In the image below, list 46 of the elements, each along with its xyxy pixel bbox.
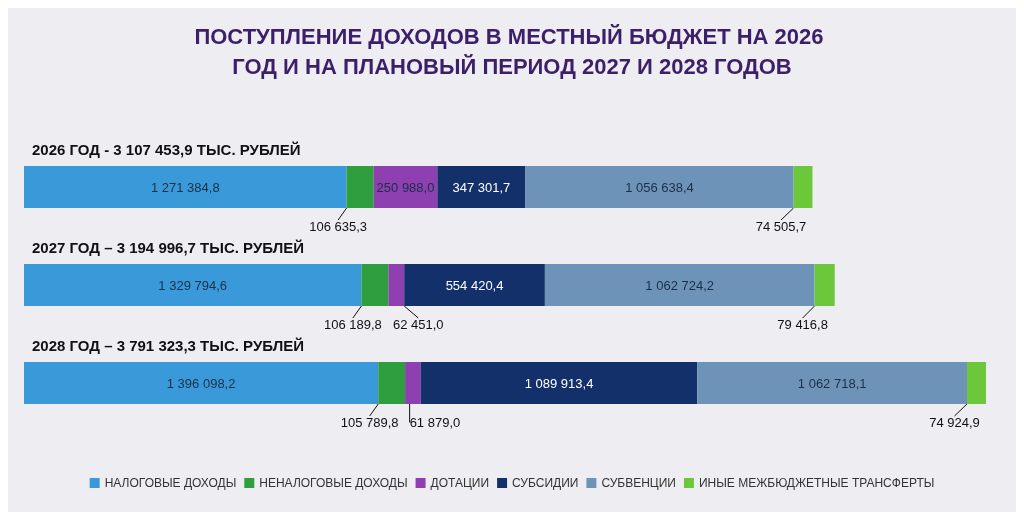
bar: [373, 166, 438, 208]
bar: [814, 264, 835, 306]
data-label: 1 062 718,1: [797, 375, 867, 391]
data-label: 1 089 913,4: [524, 375, 594, 391]
legend-label: ДОТАЦИИ: [430, 476, 490, 490]
y-tick-label: 2026 ГОД - 3 107 453,9 ТЫС. РУБЛЕЙ: [32, 141, 301, 158]
bar: [966, 362, 986, 404]
data-label: 106 189,8: [323, 317, 382, 332]
bar: [420, 362, 698, 404]
data-label: 347 301,7: [452, 179, 511, 195]
bar: [405, 362, 421, 404]
bar: [361, 264, 389, 306]
data-label: 79 416,8: [777, 317, 828, 332]
legend-label: СУБСИДИИ: [512, 476, 579, 490]
chart-title: ПОСТУПЛЕНИЕ ДОХОДОВ В МЕСТНЫЙ БЮДЖЕТ НА 2026 ГОД И НА ПЛАНОВЫЙ ПЕРИОД 2027 И 2028 ГОДОВ: [194, 23, 830, 79]
data-label: 1 329 794,6: [158, 277, 228, 293]
bar: [525, 166, 794, 208]
bar: [24, 362, 379, 404]
legend-label: НЕНАЛОГОВЫЕ ДОХОДЫ: [259, 476, 408, 490]
bar: [24, 264, 362, 306]
bar: [437, 166, 526, 208]
data-label: 1 056 638,4: [625, 179, 694, 195]
data-label: 1 062 724,2: [645, 277, 715, 293]
legend-label: НАЛОГОВЫЕ ДОХОДЫ: [104, 476, 237, 490]
data-label: 74 505,7: [755, 219, 807, 234]
bar: [793, 166, 813, 208]
bar: [544, 264, 815, 306]
data-label: 250 988,0: [376, 179, 435, 195]
data-label: 61 879,0: [409, 415, 461, 430]
bar: [346, 166, 374, 208]
legend-label: СУБВЕНЦИИ: [601, 476, 676, 490]
bar: [24, 166, 347, 208]
bar: [697, 362, 967, 404]
bar: [388, 264, 405, 306]
y-tick-label: 2027 ГОД – 3 194 996,7 ТЫС. РУБЛЕЙ: [32, 239, 304, 256]
data-label: 1 396 098,2: [166, 375, 236, 391]
bar: [378, 362, 406, 404]
y-tick-label: 2028 ГОД – 3 791 323,3 ТЫС. РУБЛЕЙ: [32, 337, 304, 354]
data-label: 106 635,3: [309, 219, 368, 234]
data-label: 62 451,0: [392, 317, 444, 332]
data-label: 105 789,8: [340, 415, 399, 430]
data-label: 74 924,9: [929, 415, 980, 430]
data-label: 554 420,4: [445, 277, 504, 293]
data-label: 1 271 384,8: [150, 179, 220, 195]
bar: [404, 264, 545, 306]
legend-label: ИНЫЕ МЕЖБЮДЖЕТНЫЕ ТРАНСФЕРТЫ: [698, 476, 935, 490]
